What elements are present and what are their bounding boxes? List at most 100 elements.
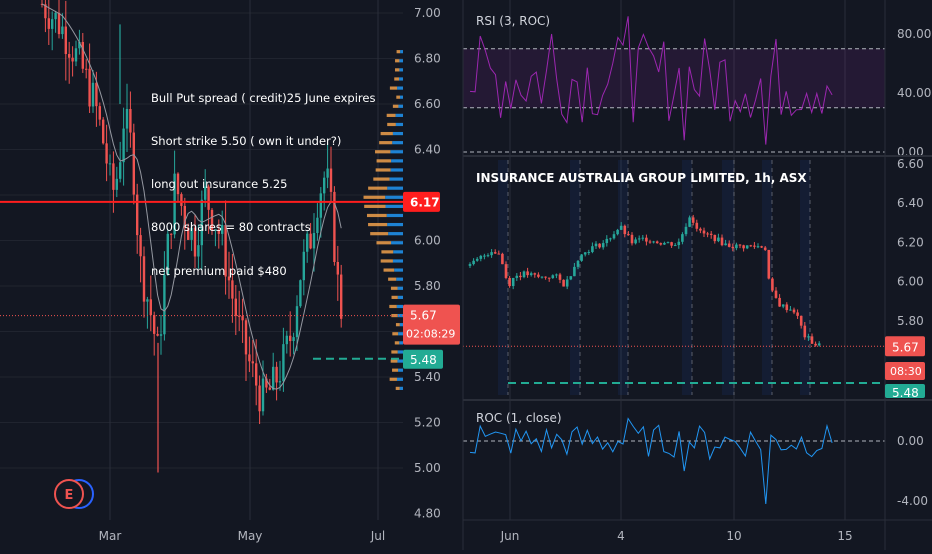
roc-title: ROC (1, close) — [476, 411, 562, 425]
x-tick-label: 15 — [837, 529, 852, 543]
daily-candle — [98, 106, 101, 120]
daily-candle — [238, 315, 241, 317]
hourly-candle — [475, 258, 479, 261]
volume-profile-bar — [396, 95, 400, 99]
hourly-candle — [803, 325, 807, 338]
annotation-line: Short strike 5.50 ( own it under?) — [151, 134, 342, 149]
daily-candle — [214, 229, 217, 231]
y-tick-label: 5.80 — [414, 279, 441, 293]
hourly-candle — [508, 277, 511, 287]
hourly-chart-title: INSURANCE AUSTRALIA GROUP LIMITED, 1h, A… — [476, 171, 807, 185]
x-tick-label: Jun — [500, 529, 520, 543]
rsi-title: RSI (3, ROC) — [476, 14, 550, 28]
hourly-candle — [785, 304, 789, 311]
daily-candle — [234, 298, 237, 316]
hourly-candle — [511, 277, 515, 287]
hourly-candle — [760, 246, 763, 248]
volume-profile-bar — [390, 359, 398, 363]
daily-candle — [241, 316, 244, 321]
daily-candle — [129, 108, 132, 133]
y-tick-label: 6.20 — [897, 235, 924, 249]
daily-price-pane[interactable] — [0, 0, 403, 473]
volume-profile-bar — [385, 204, 403, 208]
volume-profile-bar — [375, 150, 391, 154]
hourly-candle — [526, 271, 529, 276]
roc-pane[interactable]: ROC (1, close) — [463, 411, 885, 505]
daily-candle — [224, 225, 227, 277]
price-tag — [403, 191, 440, 212]
hourly-candle — [479, 255, 483, 259]
hourly-candle — [688, 217, 691, 227]
hourly-candle — [648, 241, 652, 243]
hourly-candle — [594, 243, 598, 247]
daily-candle — [316, 217, 319, 234]
volume-profile-bar — [389, 86, 398, 90]
volume-profile-bar — [390, 286, 398, 290]
session-shade — [618, 160, 628, 395]
daily-candle — [71, 57, 74, 62]
volume-profile-bar — [383, 268, 395, 272]
hourly-candle — [598, 243, 601, 248]
hourly-candle — [533, 273, 537, 275]
hourly-candle — [670, 242, 673, 246]
volume-profile-bar — [399, 386, 403, 390]
volume-profile-bar — [392, 131, 403, 136]
hourly-candle — [799, 315, 803, 326]
daily-candle — [102, 119, 105, 144]
volume-profile-bar — [388, 277, 397, 281]
hourly-candle — [519, 275, 522, 278]
volume-profile-bar — [399, 77, 403, 81]
daily-candle — [68, 54, 71, 58]
daily-candle — [180, 194, 183, 206]
x-tick-label: Mar — [99, 529, 122, 543]
hourly-candle — [558, 274, 562, 280]
y-tick-label: 5.80 — [897, 314, 924, 328]
rsi-line — [469, 16, 833, 145]
hourly-candle — [691, 217, 695, 223]
daily-candle — [187, 228, 190, 240]
grid-layer — [0, 0, 846, 520]
daily-candle — [183, 205, 186, 229]
countdown-label: 02:08:29 — [406, 328, 455, 341]
daily-candle — [170, 233, 173, 235]
x-tick-label: Jul — [370, 529, 385, 543]
daily-candle — [163, 274, 166, 335]
daily-candle — [166, 233, 169, 275]
volume-profile-bar — [368, 222, 388, 227]
daily-candle — [272, 366, 275, 390]
hourly-candle — [569, 276, 573, 280]
volume-profile-bar — [397, 295, 403, 299]
trade-note-annotation[interactable]: Bull Put spread ( credit)25 June expires… — [151, 62, 375, 307]
hourly-candle — [627, 234, 630, 236]
volume-profile-bar — [381, 250, 394, 254]
volume-profile-bar — [386, 113, 396, 117]
daily-candle — [306, 233, 309, 252]
daily-candle — [125, 108, 129, 129]
daily-candle — [132, 132, 135, 195]
hourly-candle — [817, 343, 821, 346]
hourly-candle — [709, 233, 713, 235]
volume-profile-bar — [391, 313, 398, 318]
volume-profile-bar — [395, 122, 403, 127]
volume-profile-bar — [394, 268, 403, 272]
volume-profile-bar — [386, 213, 403, 218]
volume-profile-bar — [400, 50, 403, 54]
hourly-candle — [641, 237, 645, 239]
hourly-candle — [587, 252, 591, 254]
hourly-candle — [493, 252, 497, 254]
session-shade — [570, 160, 580, 395]
hourly-candle — [706, 233, 709, 235]
hourly-candle — [630, 234, 634, 244]
moving-average-line — [41, 3, 342, 390]
volume-profile-bar — [380, 259, 393, 263]
x-tick-label: May — [238, 529, 263, 543]
rsi-pane[interactable]: RSI (3, ROC) — [463, 14, 885, 153]
hourly-candle — [717, 237, 720, 242]
session-shade — [800, 160, 810, 395]
hourly-candle — [576, 260, 580, 267]
hourly-price-pane[interactable]: INSURANCE AUSTRALIA GROUP LIMITED, 1h, A… — [463, 160, 885, 395]
hourly-candle — [486, 255, 490, 257]
daily-candle — [268, 387, 271, 390]
volume-profile-bar — [396, 50, 401, 54]
volume-profile-bar — [375, 168, 391, 172]
